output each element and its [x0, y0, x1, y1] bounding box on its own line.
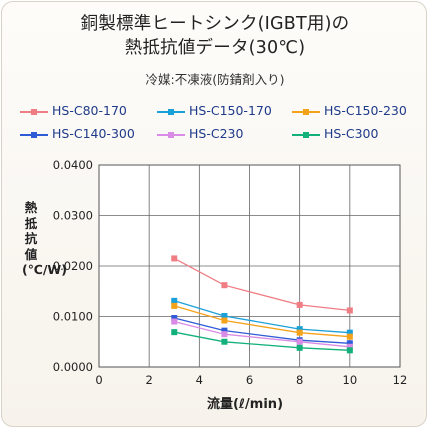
- y-axis-label: 熱抵抗値(℃/W): [22, 200, 67, 277]
- chart-subtitle: 冷媒:不凍液(防錆剤入り): [145, 72, 285, 87]
- legend-label: HS-C80-170: [52, 103, 127, 118]
- chart-title-line-2: 熱抵抗値データ(30℃): [124, 38, 306, 58]
- data-point: [171, 255, 178, 262]
- x-tick-label: 8: [296, 373, 303, 387]
- data-point: [221, 331, 228, 338]
- y-tick-label: 0.0100: [53, 310, 93, 324]
- chart-title-line-1: 銅製標準ヒートシンク(IGBT用)の: [80, 14, 350, 34]
- series-line: [174, 300, 350, 334]
- x-tick-label: 6: [246, 373, 253, 387]
- data-point: [296, 338, 303, 345]
- series-line: [174, 320, 350, 348]
- legend-marker: [31, 131, 37, 138]
- legend-marker: [303, 131, 309, 138]
- legend-marker: [31, 108, 37, 115]
- data-point: [171, 297, 178, 304]
- data-point: [221, 282, 228, 289]
- data-point: [171, 315, 178, 322]
- data-point: [221, 317, 228, 324]
- x-tick-label: 12: [393, 373, 408, 387]
- y-tick-label: 0.0000: [53, 360, 93, 374]
- data-point: [346, 340, 353, 347]
- legend-label: HS-C140-300: [52, 126, 135, 141]
- data-point: [296, 329, 303, 336]
- legend-marker: [168, 131, 174, 138]
- x-tick-label: 10: [343, 373, 358, 387]
- y-tick-label: 0.0400: [53, 158, 93, 172]
- data-point: [296, 326, 303, 333]
- series-line: [173, 257, 350, 312]
- data-point: [296, 344, 303, 351]
- data-point: [296, 301, 303, 308]
- y-tick-label: 0.0200: [53, 259, 93, 273]
- legend-marker: [303, 108, 309, 115]
- data-point: [221, 327, 228, 334]
- data-point: [221, 338, 228, 345]
- legend-marker: [168, 108, 174, 115]
- series-line: [174, 331, 350, 351]
- data-point: [171, 329, 178, 336]
- legend-label: HS-C150-170: [189, 103, 272, 118]
- x-tick-label: 4: [196, 373, 203, 387]
- data-point: [171, 302, 178, 309]
- legend-label: HS-C230: [189, 126, 244, 141]
- series-line: [174, 317, 350, 344]
- data-point: [346, 307, 353, 314]
- x-tick-label: 2: [146, 373, 153, 387]
- data-point: [346, 329, 353, 336]
- data-point: [221, 312, 228, 319]
- data-point: [171, 318, 178, 325]
- data-point: [346, 333, 353, 340]
- x-axis-label: 流量(ℓ/min): [206, 397, 284, 412]
- legend-label: HS-C150-230: [324, 103, 407, 118]
- legend-label: HS-C300: [324, 126, 379, 141]
- data-point: [346, 347, 353, 354]
- x-tick-label: 0: [95, 373, 102, 387]
- series-line: [174, 305, 350, 338]
- y-tick-label: 0.0300: [53, 209, 93, 223]
- data-point: [346, 343, 353, 350]
